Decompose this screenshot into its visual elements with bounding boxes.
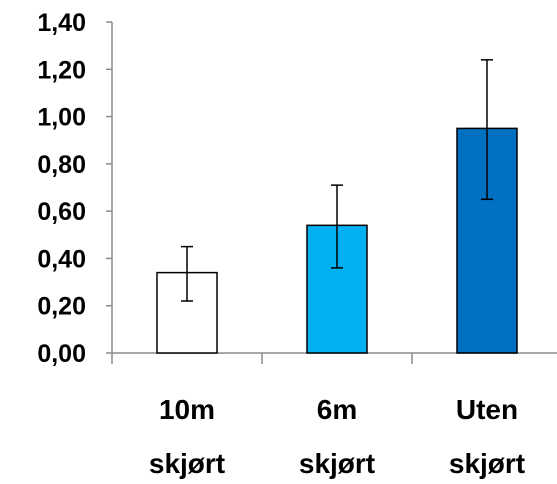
y-tick-label: 0,80 [37, 151, 86, 179]
x-category-label: 6m [317, 394, 357, 425]
bar [306, 224, 368, 354]
y-tick-label: 0,00 [37, 340, 86, 368]
y-tick-label: 0,20 [37, 293, 86, 321]
x-labels: 10m skjørt 6m skjørt Uten skjørt [149, 394, 525, 479]
error-bar [331, 184, 343, 269]
y-tick-label: 0,60 [37, 198, 86, 226]
error-bar [481, 59, 493, 201]
y-tick-label: 1,20 [37, 56, 86, 84]
x-category-label: 10m [159, 394, 215, 425]
error-bars [181, 59, 493, 302]
x-category-label: skjørt [449, 448, 525, 479]
x-category-label: Uten [456, 394, 518, 425]
y-tick-label: 0,40 [37, 245, 86, 273]
y-tick-label: 1,40 [37, 9, 86, 37]
x-category-label: skjørt [149, 448, 225, 479]
error-bar [181, 245, 193, 302]
x-category-label: skjørt [299, 448, 375, 479]
y-axis: 0,00 0,20 0,40 0,60 0,80 1,00 1,20 1,40 [37, 9, 113, 368]
bar [156, 271, 218, 354]
y-tick-label: 1,00 [37, 104, 86, 132]
x-axis [111, 352, 557, 364]
